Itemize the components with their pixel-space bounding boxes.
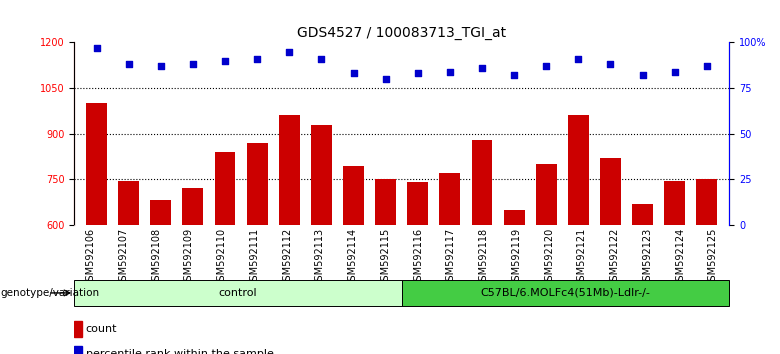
Bar	[697, 179, 718, 225]
Text: GSM592120: GSM592120	[544, 228, 554, 287]
Text: count: count	[86, 324, 117, 334]
Bar	[86, 103, 107, 225]
Bar	[439, 173, 460, 225]
Point	[604, 62, 617, 67]
Point	[476, 65, 488, 71]
Point	[412, 71, 424, 76]
Point	[90, 45, 103, 51]
Text: GSM592107: GSM592107	[119, 228, 128, 287]
Text: GSM592114: GSM592114	[348, 228, 357, 287]
Bar	[74, 321, 83, 337]
Text: GSM592122: GSM592122	[610, 228, 619, 287]
Bar	[375, 179, 396, 225]
Text: GSM592119: GSM592119	[512, 228, 521, 287]
Point	[540, 63, 552, 69]
Text: GSM592115: GSM592115	[381, 228, 390, 287]
Text: GSM592125: GSM592125	[708, 228, 718, 287]
Point	[283, 49, 296, 55]
Bar	[407, 182, 428, 225]
Bar	[215, 152, 236, 225]
Point	[186, 62, 199, 67]
Bar	[279, 115, 300, 225]
Bar	[402, 280, 729, 306]
Bar	[74, 280, 402, 306]
Text: GSM592109: GSM592109	[184, 228, 193, 287]
Bar	[311, 125, 332, 225]
Text: percentile rank within the sample: percentile rank within the sample	[86, 349, 274, 354]
Text: GSM592112: GSM592112	[282, 228, 292, 287]
Text: GSM592116: GSM592116	[413, 228, 423, 287]
Point	[444, 69, 456, 74]
Title: GDS4527 / 100083713_TGI_at: GDS4527 / 100083713_TGI_at	[297, 26, 506, 40]
Point	[700, 63, 713, 69]
Point	[379, 76, 392, 82]
Point	[122, 62, 135, 67]
Bar	[246, 143, 268, 225]
Text: genotype/variation: genotype/variation	[0, 288, 99, 298]
Point	[508, 73, 520, 78]
Bar	[504, 210, 525, 225]
Text: GSM592118: GSM592118	[479, 228, 488, 287]
Text: GSM592111: GSM592111	[250, 228, 259, 287]
Bar	[183, 188, 204, 225]
Text: GSM592108: GSM592108	[151, 228, 161, 287]
Text: GSM592124: GSM592124	[675, 228, 685, 287]
Bar	[119, 181, 139, 225]
Point	[251, 56, 264, 62]
Point	[636, 73, 649, 78]
Point	[219, 58, 232, 64]
Text: GSM592113: GSM592113	[315, 228, 324, 287]
Point	[668, 69, 681, 74]
Bar	[600, 158, 621, 225]
Point	[154, 63, 167, 69]
Bar	[74, 346, 83, 354]
Bar	[151, 200, 172, 225]
Text: GSM592121: GSM592121	[577, 228, 587, 287]
Bar	[568, 115, 589, 225]
Bar	[536, 164, 557, 225]
Point	[572, 56, 584, 62]
Bar	[343, 166, 364, 225]
Text: GSM592106: GSM592106	[86, 228, 95, 287]
Text: C57BL/6.MOLFc4(51Mb)-Ldlr-/-: C57BL/6.MOLFc4(51Mb)-Ldlr-/-	[480, 288, 651, 298]
Bar	[472, 140, 492, 225]
Point	[315, 56, 328, 62]
Bar	[665, 181, 685, 225]
Text: control: control	[218, 288, 257, 298]
Text: GSM592123: GSM592123	[643, 228, 652, 287]
Bar	[632, 204, 653, 225]
Text: GSM592110: GSM592110	[217, 228, 226, 287]
Text: GSM592117: GSM592117	[446, 228, 456, 287]
Point	[347, 71, 360, 76]
